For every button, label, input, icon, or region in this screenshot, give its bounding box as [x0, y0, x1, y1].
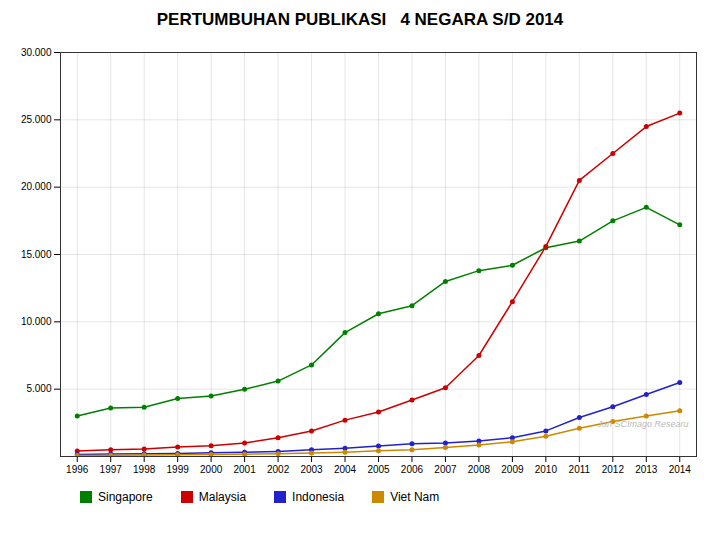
- svg-text:30.000: 30.000: [21, 47, 52, 58]
- svg-text:2006: 2006: [401, 464, 424, 475]
- svg-text:2002: 2002: [267, 464, 290, 475]
- svg-text:25.000: 25.000: [21, 114, 52, 125]
- svg-text:2014: 2014: [669, 464, 692, 475]
- html-text:Indonesia: Indonesia: [292, 490, 345, 504]
- svg-text:2000: 2000: [200, 464, 223, 475]
- svg-text:1999: 1999: [167, 464, 190, 475]
- svg-text:10.000: 10.000: [21, 316, 52, 327]
- svg-text:15.000: 15.000: [21, 249, 52, 260]
- html-text:Viet Nam: Viet Nam: [390, 490, 440, 504]
- svg-text:2008: 2008: [468, 464, 491, 475]
- svg-text:2004: 2004: [334, 464, 357, 475]
- svg-text:5.000: 5.000: [26, 383, 51, 394]
- svg-text:1997: 1997: [100, 464, 123, 475]
- html-text:Singapore: Singapore: [98, 490, 153, 504]
- svg-text:2001: 2001: [233, 464, 256, 475]
- svg-text:2003: 2003: [300, 464, 323, 475]
- html-text:Malaysia: Malaysia: [198, 490, 247, 504]
- svg-text:2013: 2013: [635, 464, 658, 475]
- svg-text:2009: 2009: [501, 464, 524, 475]
- svg-text:2007: 2007: [434, 464, 457, 475]
- svg-text:Jari SCImago Researu: Jari SCImago Researu: [596, 419, 688, 429]
- html-text:PERTUMBUHAN PUBLIKASI 4 NEGARA: PERTUMBUHAN PUBLIKASI 4 NEGARA S/D 2014: [156, 10, 564, 29]
- svg-text:2012: 2012: [602, 464, 625, 475]
- svg-text:2005: 2005: [367, 464, 390, 475]
- svg-text:20.000: 20.000: [21, 181, 52, 192]
- svg-text:1996: 1996: [66, 464, 89, 475]
- svg-text:1998: 1998: [133, 464, 156, 475]
- svg-text:2011: 2011: [569, 464, 591, 475]
- svg-text:2010: 2010: [535, 464, 558, 475]
